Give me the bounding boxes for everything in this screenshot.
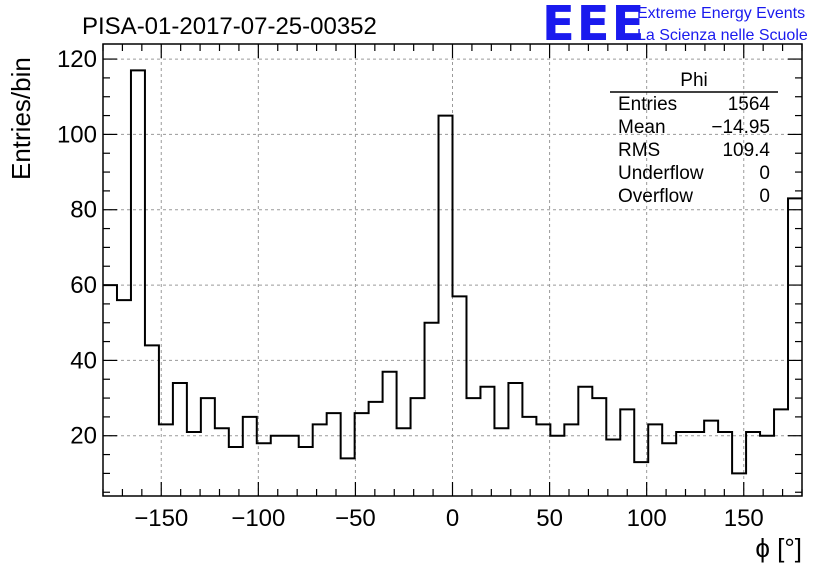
x-tick-label: 0 — [446, 505, 459, 532]
stats-overflow-value: 0 — [759, 186, 770, 207]
histogram-series-phi — [103, 69, 802, 475]
eee-logo: EEE Extreme Energy Events La Scienza nel… — [542, 0, 808, 52]
y-tick-label: 100 — [57, 121, 97, 148]
y-tick-label: 20 — [70, 423, 97, 450]
x-tick-label: 100 — [627, 505, 667, 532]
y-tick-label: 60 — [70, 272, 97, 299]
y-tick-label: 120 — [57, 46, 97, 73]
x-tick-label: 50 — [536, 505, 563, 532]
stats-mean-value: −14.95 — [711, 117, 770, 138]
stats-title: Phi — [680, 70, 707, 91]
y-tick-label: 80 — [70, 197, 97, 224]
stats-overflow-label: Overflow — [618, 186, 693, 207]
stats-box: Phi Entries 1564 Mean −14.95 RMS 109.4 U… — [610, 70, 778, 207]
chart-title: PISA-01-2017-07-25-00352 — [82, 13, 377, 40]
axis-ticks — [102, 44, 803, 496]
eee-logo-mark: EEE — [542, 0, 646, 52]
x-tick-label: −50 — [335, 505, 376, 532]
x-tick-label: −100 — [231, 505, 285, 532]
stats-entries-value: 1564 — [728, 94, 771, 115]
stats-underflow-label: Underflow — [618, 163, 704, 184]
stats-entries-label: Entries — [618, 94, 677, 115]
y-axis-label: Entries/bin — [6, 57, 36, 180]
x-tick-label: −150 — [134, 505, 188, 532]
stats-underflow-value: 0 — [759, 163, 770, 184]
x-tick-label: 150 — [724, 505, 764, 532]
x-tick-labels: −150 −100 −50 0 50 100 150 — [134, 505, 764, 532]
x-axis-label: ϕ [°] — [755, 533, 802, 563]
stats-rms-value: 109.4 — [722, 140, 770, 161]
eee-logo-line1: Extreme Energy Events — [637, 5, 805, 22]
y-tick-label: 40 — [70, 347, 97, 374]
y-tick-labels: 20 40 60 80 100 120 — [57, 46, 97, 450]
stats-rms-label: RMS — [618, 140, 660, 161]
eee-logo-line2: La Scienza nelle Scuole — [637, 27, 808, 44]
stats-mean-label: Mean — [618, 117, 666, 138]
